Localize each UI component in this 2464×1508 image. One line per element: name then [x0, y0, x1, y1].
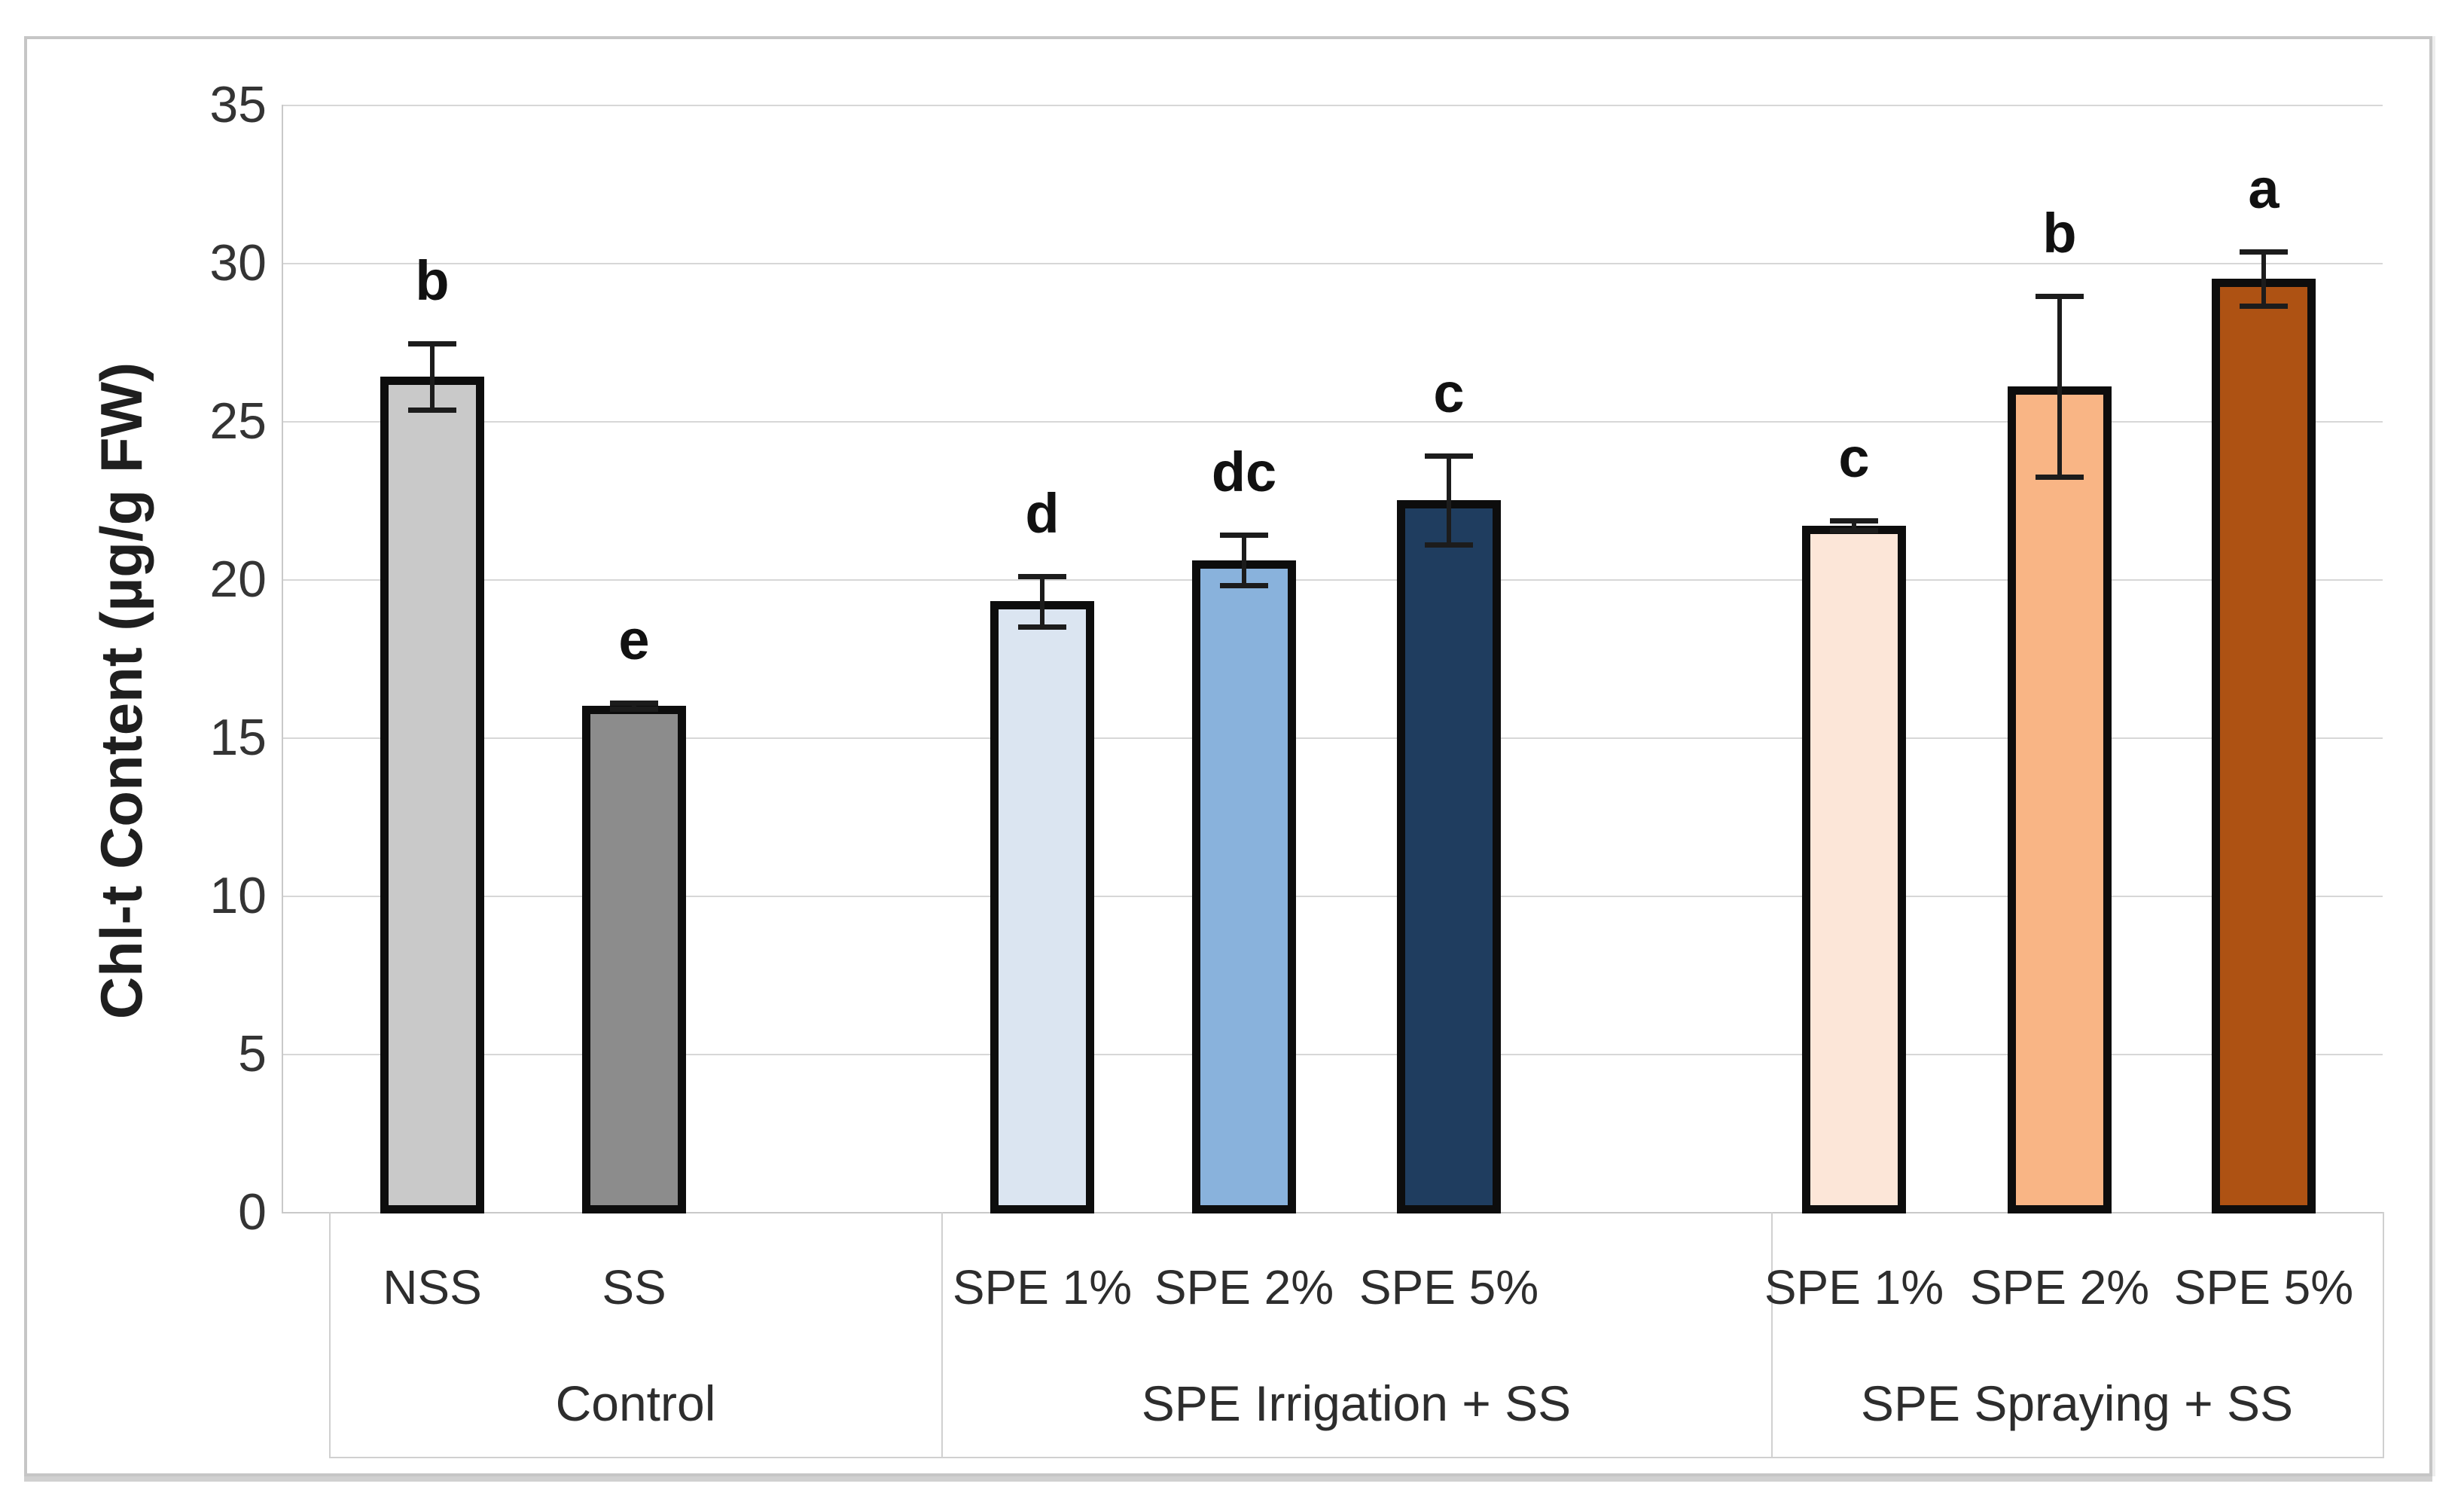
- error-bar-line: [2261, 252, 2266, 306]
- x-category-label: SPE 5%: [2173, 1260, 2354, 1314]
- error-bar-top-cap: [1425, 453, 1473, 459]
- significance-letter: b: [415, 249, 450, 313]
- significance-letter: e: [618, 608, 650, 671]
- bar-spe-irrigation-ss-spe-5-: [1397, 500, 1501, 1213]
- significance-letter: b: [2042, 202, 2077, 265]
- x-category-label: SPE 2%: [1969, 1260, 2150, 1314]
- gridline-20: [282, 579, 2383, 581]
- y-tick-label-25: 25: [209, 392, 267, 450]
- x-axis-line: [282, 1212, 2383, 1213]
- bar-spe-irrigation-ss-spe-1-: [990, 601, 1094, 1213]
- x-category-label: SPE 1%: [1764, 1260, 1944, 1314]
- significance-letter: a: [2248, 157, 2280, 221]
- error-bar-line: [2057, 296, 2062, 477]
- error-bar-top-cap: [408, 341, 456, 347]
- error-bar-line: [430, 343, 435, 411]
- y-axis-title: Chl-t Content (µg/g FW): [88, 362, 154, 1020]
- label-box-bottom-border: [329, 1457, 2384, 1458]
- y-tick-label-10: 10: [209, 867, 267, 924]
- error-bar-top-cap: [610, 700, 658, 706]
- x-category-label: NSS: [383, 1260, 482, 1314]
- gridline-15: [282, 737, 2383, 739]
- error-bar-line: [1242, 535, 1246, 586]
- bar-spe-irrigation-ss-spe-2-: [1192, 560, 1296, 1213]
- gridline-25: [282, 421, 2383, 423]
- error-bar-top-cap: [2240, 249, 2288, 255]
- x-group-label-3: SPE Spraying + SS: [1860, 1375, 2294, 1431]
- error-bar-line: [632, 702, 636, 710]
- error-bar-top-cap: [2036, 294, 2084, 300]
- gridline-35: [282, 105, 2383, 106]
- y-tick-label-0: 0: [238, 1183, 267, 1241]
- figure-frame: Chl-t Content (µg/g FW) 0 5 10 15 20 25 30 35 b N…: [24, 36, 2432, 1476]
- significance-letter: d: [1025, 481, 1060, 545]
- y-tick-label-15: 15: [209, 709, 267, 766]
- error-bar-bottom-cap: [1018, 624, 1066, 630]
- label-box-right-border: [2383, 1212, 2384, 1457]
- bar-control-ss: [582, 706, 686, 1213]
- x-group-label-2: SPE Irrigation + SS: [1141, 1375, 1572, 1431]
- error-bar-line: [1447, 456, 1451, 545]
- bar-spe-spraying-ss-spe-2-: [2008, 386, 2112, 1213]
- error-bar-top-cap: [1220, 533, 1268, 539]
- bar-spe-spraying-ss-spe-1-: [1802, 525, 1906, 1213]
- error-bar-bottom-cap: [1425, 542, 1473, 548]
- error-bar-bottom-cap: [610, 707, 658, 713]
- error-bar-top-cap: [1018, 573, 1066, 579]
- gridline-10: [282, 896, 2383, 897]
- x-category-label: SPE 2%: [1154, 1260, 1334, 1314]
- bar-control-nss: [380, 377, 484, 1213]
- error-bar-top-cap: [1830, 518, 1878, 524]
- x-category-label: SPE 5%: [1359, 1260, 1539, 1314]
- error-bar-line: [1040, 575, 1044, 627]
- error-bar-bottom-cap: [408, 408, 456, 414]
- y-tick-label-30: 30: [209, 234, 267, 292]
- group-separator-1: [941, 1212, 943, 1457]
- group-separator-2: [1771, 1212, 1773, 1457]
- significance-letter: c: [1433, 362, 1465, 425]
- error-bar-line: [1852, 520, 1856, 530]
- label-box-left-border: [329, 1212, 331, 1457]
- gridline-30: [282, 263, 2383, 264]
- x-category-label: SPE 1%: [952, 1260, 1133, 1314]
- x-category-label: SS: [602, 1260, 666, 1314]
- bar-spe-spraying-ss-spe-5-: [2212, 279, 2316, 1213]
- y-axis-line: [282, 105, 283, 1212]
- y-tick-label-35: 35: [209, 76, 267, 133]
- error-bar-bottom-cap: [1220, 583, 1268, 589]
- x-group-label-1: Control: [555, 1375, 716, 1431]
- gridline-5: [282, 1054, 2383, 1055]
- error-bar-bottom-cap: [2036, 474, 2084, 480]
- y-tick-label-5: 5: [238, 1025, 267, 1082]
- y-tick-label-20: 20: [209, 551, 267, 608]
- significance-letter: c: [1838, 426, 1870, 490]
- error-bar-bottom-cap: [1830, 527, 1878, 533]
- significance-letter: dc: [1211, 441, 1277, 504]
- error-bar-bottom-cap: [2240, 303, 2288, 309]
